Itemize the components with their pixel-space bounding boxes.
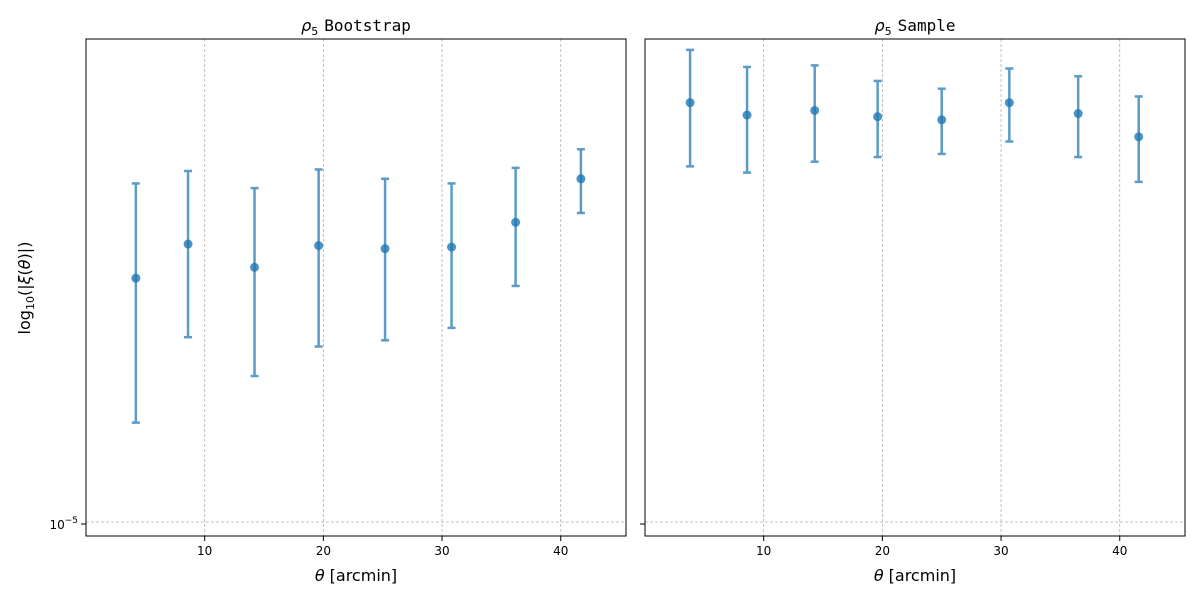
bootstrap-data-point: [131, 273, 141, 283]
sample-title-text: Sample: [898, 16, 956, 35]
bootstrap-xlabel-text: [arcmin]: [330, 566, 397, 585]
sample-points: [685, 98, 1144, 142]
sample-xlabel-text: [arcmin]: [889, 566, 956, 585]
sample-panel: 10 20 30 40 ρ5 Sample θ [arcmin]: [640, 16, 1186, 585]
bootstrap-title-text: Bootstrap: [324, 16, 411, 35]
bootstrap-errorbars: [131, 148, 585, 424]
bootstrap-xtick-label: 30: [434, 544, 449, 558]
sample-data-point: [810, 105, 820, 115]
bootstrap-data-point: [183, 239, 193, 249]
bootstrap-ylabel: log10(|ξ(θ)|): [15, 242, 37, 335]
bootstrap-points: [131, 174, 586, 283]
bootstrap-data-point: [314, 241, 324, 251]
sample-title-symbol: ρ: [875, 16, 885, 35]
sample-xtick-label: 40: [1112, 544, 1127, 558]
sample-data-point: [685, 98, 695, 108]
bootstrap-data-point: [250, 262, 260, 272]
bootstrap-xlabel-symbol: θ: [315, 566, 325, 585]
bootstrap-axes-frame: [85, 38, 627, 537]
sample-grid: [763, 39, 1121, 536]
bootstrap-title-subscript: 5: [311, 25, 318, 38]
sample-data-point: [742, 110, 752, 120]
sample-title: ρ5 Sample: [875, 16, 956, 38]
bootstrap-grid: [204, 39, 562, 536]
bootstrap-xticks: 10 20 30 40: [197, 536, 568, 558]
sample-xtick-label: 10: [756, 544, 771, 558]
bootstrap-xtick-label: 20: [316, 544, 331, 558]
sample-data-point: [1134, 132, 1144, 142]
bootstrap-data-point: [511, 217, 521, 227]
sample-data-point: [1073, 109, 1083, 119]
bootstrap-panel: 10 20 30 40 10−5 ρ5 Bootstrap θ [arcmin] log1…: [15, 16, 627, 585]
bootstrap-data-point: [447, 242, 457, 252]
sample-data-point: [937, 115, 947, 125]
sample-title-subscript: 5: [885, 25, 892, 38]
sample-data-point: [1004, 98, 1014, 108]
bootstrap-data-point: [576, 174, 586, 184]
bootstrap-xtick-label: 40: [553, 544, 568, 558]
sample-xlabel: θ [arcmin]: [874, 566, 956, 585]
sample-axes-frame: [644, 38, 1186, 537]
bootstrap-data-point: [380, 244, 390, 254]
sample-xtick-label: 20: [875, 544, 890, 558]
sample-xlabel-symbol: θ: [874, 566, 884, 585]
bootstrap-title: ρ5 Bootstrap: [301, 16, 411, 38]
sample-data-point: [873, 112, 883, 122]
sample-xtick-label: 30: [993, 544, 1008, 558]
bootstrap-title-symbol: ρ: [301, 16, 311, 35]
bootstrap-xlabel: θ [arcmin]: [315, 566, 397, 585]
sample-xticks: 10 20 30 40: [756, 536, 1127, 558]
bootstrap-xtick-label: 10: [197, 544, 212, 558]
